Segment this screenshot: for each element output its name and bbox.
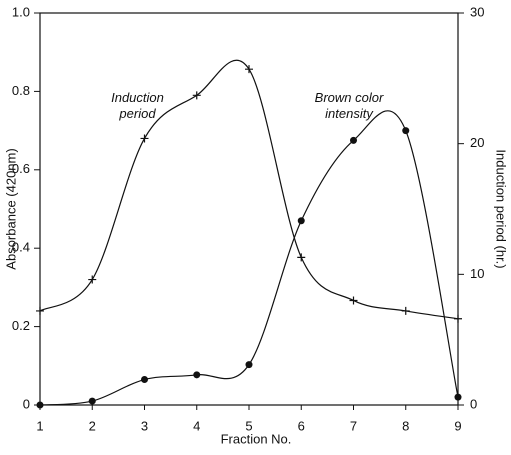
y-tick-label: 0.2 bbox=[12, 318, 30, 333]
x-tick-label: 3 bbox=[141, 418, 148, 433]
data-point bbox=[88, 397, 96, 405]
data-point bbox=[297, 253, 306, 262]
data-point bbox=[88, 275, 97, 284]
y2-axis-label: Induction period (hr.) bbox=[494, 149, 509, 268]
data-point bbox=[193, 371, 201, 379]
y2-tick-label: 10 bbox=[470, 266, 484, 281]
data-point bbox=[192, 91, 201, 100]
data-point bbox=[454, 393, 462, 401]
series-annotation: Induction period bbox=[111, 90, 164, 121]
y-tick-label: 0.4 bbox=[12, 240, 30, 255]
data-point bbox=[350, 136, 357, 144]
y2-tick-label: 20 bbox=[470, 135, 484, 150]
x-tick-label: 5 bbox=[245, 418, 252, 433]
data-point bbox=[297, 217, 305, 225]
x-tick-label: 7 bbox=[350, 418, 357, 433]
x-axis-label: Fraction No. bbox=[221, 431, 292, 446]
data-point bbox=[349, 296, 358, 305]
x-tick-label: 1 bbox=[36, 418, 43, 433]
data-point bbox=[401, 306, 410, 315]
y-tick-label: 1.0 bbox=[12, 4, 30, 19]
data-point bbox=[141, 376, 148, 384]
data-point bbox=[245, 65, 253, 74]
data-point bbox=[140, 134, 149, 143]
series-line bbox=[39, 110, 459, 406]
series-annotation: Brown color intensity bbox=[314, 90, 384, 121]
y2-tick-label: 0 bbox=[470, 396, 477, 411]
y-tick-label: 0 bbox=[23, 396, 30, 411]
data-point bbox=[402, 127, 410, 135]
data-point bbox=[36, 401, 44, 409]
data-point bbox=[36, 306, 44, 315]
y-tick-label: 0.6 bbox=[12, 161, 30, 176]
data-point bbox=[454, 314, 462, 323]
x-tick-label: 2 bbox=[89, 418, 96, 433]
y-tick-label: 0.8 bbox=[12, 83, 30, 98]
x-tick-label: 9 bbox=[454, 418, 461, 433]
y2-tick-label: 30 bbox=[470, 4, 484, 19]
data-point bbox=[245, 361, 253, 369]
y-axis-label: Absorbance (420nm) bbox=[3, 148, 18, 269]
x-tick-label: 8 bbox=[402, 418, 409, 433]
x-tick-label: 4 bbox=[193, 418, 200, 433]
x-tick-label: 6 bbox=[298, 418, 305, 433]
